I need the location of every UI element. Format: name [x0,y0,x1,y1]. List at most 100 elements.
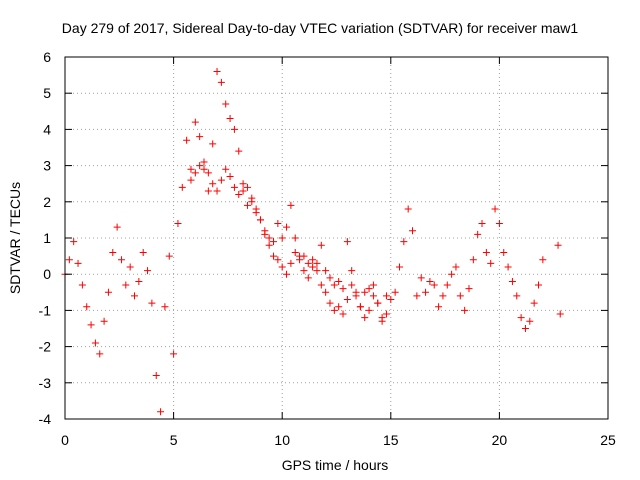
chart-title: Day 279 of 2017, Sidereal Day-to-day VTE… [62,20,579,36]
data-point [100,317,108,325]
data-point [78,281,86,289]
data-point [343,296,351,304]
data-point [104,288,112,296]
y-tick-label: 3 [43,158,51,174]
data-point [161,303,169,311]
data-point [335,303,343,311]
data-point [500,248,508,256]
data-point [430,281,438,289]
data-point [304,259,312,267]
y-tick-label: 4 [43,121,51,137]
y-tick-label: 0 [43,266,51,282]
data-point [369,292,377,300]
data-point [361,314,369,322]
data-point [126,263,134,271]
data-point [330,306,338,314]
data-point [243,183,251,191]
data-point [313,267,321,275]
data-point [382,310,390,318]
data-point [183,136,191,144]
data-point [278,263,286,271]
data-point [283,270,291,278]
data-point [230,125,238,133]
data-point [387,296,395,304]
data-point [461,306,469,314]
data-point [495,220,503,228]
data-point [452,263,460,271]
data-point [413,292,421,300]
data-point [200,158,208,166]
data-point [230,183,238,191]
data-point [187,176,195,184]
data-point [74,259,82,267]
data-point [283,223,291,231]
data-point [209,140,217,148]
data-point [248,198,256,206]
data-point [213,187,221,195]
data-point [296,256,304,264]
x-tick-label: 20 [492,432,508,448]
data-point [395,263,403,271]
data-point [217,176,225,184]
data-point [517,314,525,322]
y-tick-label: 5 [43,85,51,101]
data-point [91,339,99,347]
data-point [261,227,269,235]
data-point [239,187,247,195]
data-point [178,183,186,191]
data-point [291,248,299,256]
data-point [508,277,516,285]
data-point [265,241,273,249]
data-point [443,281,451,289]
data-point [400,238,408,246]
data-point [265,234,273,242]
data-point [148,299,156,307]
data-point [339,285,347,293]
data-point [465,285,473,293]
data-point [556,310,564,318]
data-point [317,241,325,249]
data-point [352,292,360,300]
data-point [478,220,486,228]
data-point [174,220,182,228]
data-point [391,288,399,296]
y-axis-label: SDTVAR / TECUs [7,182,23,294]
data-point [70,238,78,246]
data-point [287,259,295,267]
data-point [270,238,278,246]
data-point [139,248,147,256]
data-point [235,147,243,155]
data-point [252,209,260,217]
data-point [365,285,373,293]
data-point [209,180,217,188]
data-point [322,288,330,296]
data-point [330,281,338,289]
data-point [113,223,121,231]
data-point [131,292,139,300]
data-point [513,292,521,300]
data-point [374,299,382,307]
data-point [382,292,390,300]
grid [65,57,608,419]
data-point [204,169,212,177]
data-point [448,270,456,278]
y-tick-label: -1 [39,302,52,318]
data-point [474,230,482,238]
data-point [422,288,430,296]
data-point [256,216,264,224]
data-point [117,256,125,264]
data-point [348,267,356,275]
y-tick-label: -3 [39,375,52,391]
data-point [309,263,317,271]
data-point [217,78,225,86]
axis-ticks: -4 -3 -2 -1 0 1 2 3 4 5 6 0 5 10 15 20 25 [39,49,616,448]
data-point [348,281,356,289]
data-point [274,220,282,228]
data-point [309,256,317,264]
data-point [196,162,204,170]
data-point [144,267,152,275]
data-point [530,299,538,307]
data-point [326,274,334,282]
data-point [404,205,412,213]
